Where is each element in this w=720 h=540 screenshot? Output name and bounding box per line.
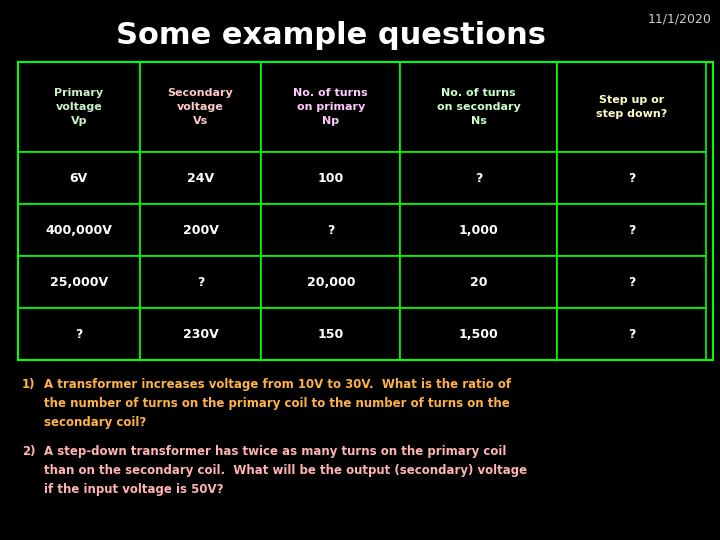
Text: Secondary
voltage
Vs: Secondary voltage Vs xyxy=(168,88,233,126)
Text: 1,000: 1,000 xyxy=(459,224,498,237)
Bar xyxy=(140,256,261,308)
Text: 100: 100 xyxy=(318,172,344,185)
Bar xyxy=(140,62,261,152)
Text: ?: ? xyxy=(474,172,482,185)
Bar xyxy=(557,256,706,308)
Text: Step up or
step down?: Step up or step down? xyxy=(595,95,667,119)
Text: 1,500: 1,500 xyxy=(459,327,498,341)
Bar xyxy=(400,256,557,308)
Bar xyxy=(557,308,706,360)
Text: 25,000V: 25,000V xyxy=(50,275,108,288)
Bar xyxy=(18,62,713,360)
Bar xyxy=(18,62,140,152)
Text: 1): 1) xyxy=(22,378,35,391)
Text: 230V: 230V xyxy=(183,327,218,341)
Text: 24V: 24V xyxy=(187,172,214,185)
Text: 400,000V: 400,000V xyxy=(45,224,112,237)
Text: 11/1/2020: 11/1/2020 xyxy=(648,12,712,25)
Text: ?: ? xyxy=(628,224,635,237)
Bar xyxy=(261,204,400,256)
Bar xyxy=(261,256,400,308)
Bar xyxy=(400,308,557,360)
Text: ?: ? xyxy=(75,327,83,341)
Bar xyxy=(557,204,706,256)
Text: A transformer increases voltage from 10V to 30V.  What is the ratio of
the numbe: A transformer increases voltage from 10V… xyxy=(44,378,511,429)
Text: ?: ? xyxy=(628,275,635,288)
Text: 20,000: 20,000 xyxy=(307,275,355,288)
Bar xyxy=(557,152,706,204)
Bar xyxy=(261,308,400,360)
Bar xyxy=(18,204,140,256)
Text: ?: ? xyxy=(197,275,204,288)
Bar xyxy=(18,256,140,308)
Bar xyxy=(140,152,261,204)
Text: A step-down transformer has twice as many turns on the primary coil
than on the : A step-down transformer has twice as man… xyxy=(44,445,527,496)
Bar xyxy=(557,62,706,152)
Text: Some example questions: Some example questions xyxy=(116,21,546,50)
Text: No. of turns
on secondary
Ns: No. of turns on secondary Ns xyxy=(436,88,521,126)
Text: No. of turns
on primary
Np: No. of turns on primary Np xyxy=(294,88,368,126)
Text: ?: ? xyxy=(628,172,635,185)
Bar xyxy=(18,152,140,204)
Bar xyxy=(261,152,400,204)
Text: 200V: 200V xyxy=(182,224,218,237)
Bar xyxy=(400,62,557,152)
Text: 150: 150 xyxy=(318,327,344,341)
Bar xyxy=(400,204,557,256)
Text: 6V: 6V xyxy=(70,172,88,185)
Bar xyxy=(140,204,261,256)
Bar xyxy=(261,62,400,152)
Bar xyxy=(140,308,261,360)
Bar xyxy=(400,152,557,204)
Text: 2): 2) xyxy=(22,445,35,458)
Bar xyxy=(18,308,140,360)
Text: Primary
voltage
Vp: Primary voltage Vp xyxy=(54,88,104,126)
Text: ?: ? xyxy=(628,327,635,341)
Text: ?: ? xyxy=(327,224,334,237)
Text: 20: 20 xyxy=(469,275,487,288)
